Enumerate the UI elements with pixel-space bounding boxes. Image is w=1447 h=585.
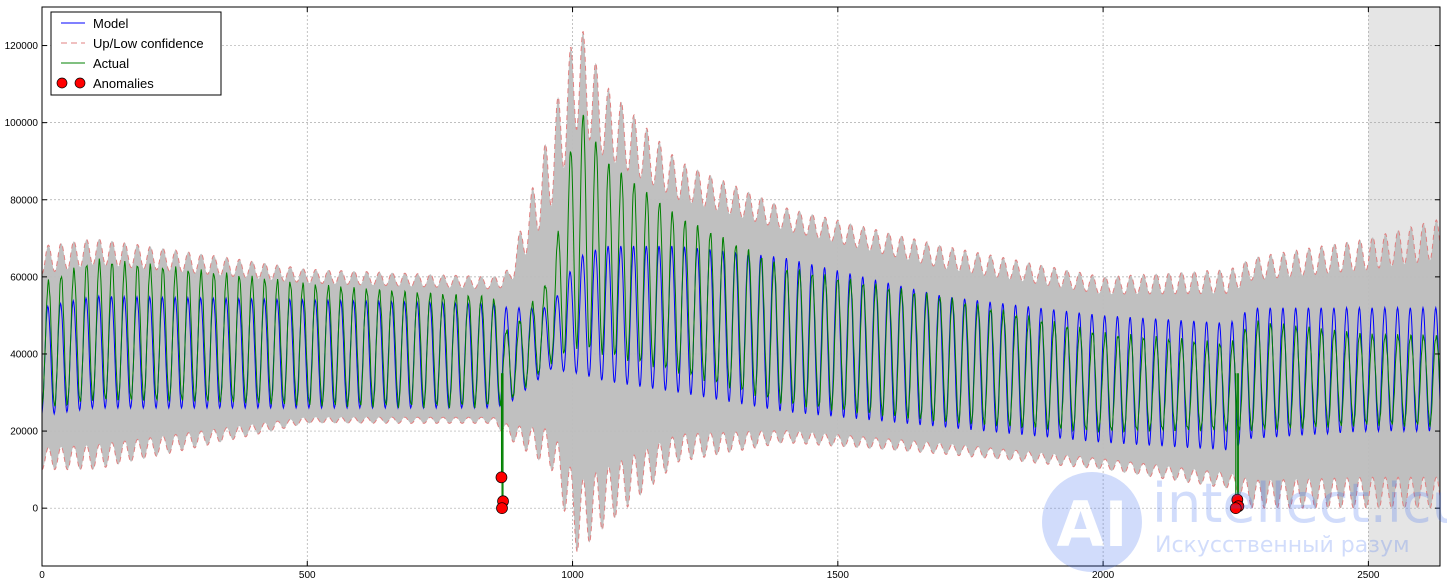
anomaly-point xyxy=(496,502,508,515)
x-tick-label: 2500 xyxy=(1357,570,1380,581)
plot-area xyxy=(41,6,1441,567)
x-tick-label: 1500 xyxy=(827,570,850,581)
watermark-brand: intellect.icu xyxy=(1152,472,1447,535)
y-tick-label: 120000 xyxy=(5,41,39,52)
y-tick-label: 80000 xyxy=(10,195,38,206)
y-tick-label: 60000 xyxy=(10,272,38,283)
legend-anomalies-label: Anomalies xyxy=(93,76,154,91)
watermark-tagline: Искусственный разум xyxy=(1155,533,1410,558)
watermark: AI intellect.icu Искусственный разум xyxy=(1042,472,1447,572)
actual-line xyxy=(42,114,1440,434)
legend-anomaly-marker xyxy=(56,77,68,89)
x-tick-label: 500 xyxy=(299,570,316,581)
legend-actual-label: Actual xyxy=(93,56,129,71)
legend-model-label: Model xyxy=(93,16,129,31)
axis-ticks: 0 500 1000 1500 2000 2500 0 20000 40000 60000 8000… xyxy=(5,7,1440,581)
upper-confidence-line xyxy=(42,30,1440,295)
legend: Model Up/Low confidence Actual Anomalies xyxy=(50,11,222,96)
x-tick-label: 1000 xyxy=(561,570,584,581)
plot-frame xyxy=(41,6,1441,567)
y-tick-label: 0 xyxy=(32,504,38,515)
y-tick-label: 100000 xyxy=(5,118,39,129)
anomaly-point xyxy=(1229,502,1242,515)
watermark-logo-letters: AI xyxy=(1056,488,1127,561)
plot-clipped xyxy=(42,7,1440,566)
x-tick-label: 2000 xyxy=(1092,570,1115,581)
legend-confidence-label: Up/Low confidence xyxy=(93,36,204,51)
y-tick-label: 20000 xyxy=(10,427,38,438)
x-tick-label: 0 xyxy=(39,570,45,581)
watermark-logo xyxy=(1042,472,1142,572)
lower-confidence-line xyxy=(42,416,1440,553)
legend-anomaly-marker xyxy=(74,77,86,89)
anomaly-point xyxy=(495,471,508,484)
y-tick-label: 40000 xyxy=(10,349,38,360)
confidence-band-fill xyxy=(42,31,1440,552)
